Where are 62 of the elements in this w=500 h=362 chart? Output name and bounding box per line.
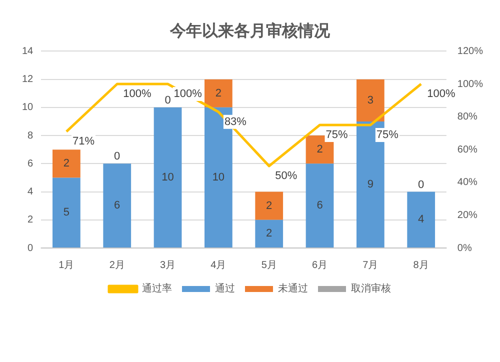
x-tick-label: 2月 bbox=[109, 260, 125, 271]
data-label: 9 bbox=[367, 178, 374, 191]
legend-label: 取消审核 bbox=[351, 282, 391, 295]
bar bbox=[255, 192, 284, 220]
data-label: 6 bbox=[316, 200, 323, 212]
data-label: 83% bbox=[224, 116, 247, 128]
legend-label: 未通过 bbox=[278, 282, 308, 295]
data-label: 2 bbox=[266, 200, 272, 212]
bar bbox=[255, 220, 284, 248]
data-label: 3 bbox=[367, 94, 374, 106]
y-tick-label: 8 bbox=[28, 130, 34, 142]
x-tick-label: 8月 bbox=[413, 260, 429, 271]
bar bbox=[407, 192, 436, 248]
y2-tick-label: 20% bbox=[457, 210, 478, 221]
data-label: 2 bbox=[266, 228, 272, 240]
data-label: 0 bbox=[114, 150, 120, 163]
data-label: 5 bbox=[63, 206, 70, 219]
y-tick-label: 14 bbox=[22, 46, 34, 57]
legend-label: 通过 bbox=[215, 282, 235, 295]
y-tick-label: 4 bbox=[28, 186, 34, 198]
x-tick-label: 5月 bbox=[261, 260, 277, 271]
data-label: 10 bbox=[212, 171, 225, 184]
y-tick-label: 0 bbox=[28, 242, 34, 254]
y2-tick-label: 0% bbox=[457, 242, 472, 254]
y2-tick-label: 120% bbox=[457, 46, 484, 57]
bar bbox=[52, 178, 80, 248]
data-label: 6 bbox=[114, 200, 120, 212]
data-label: 2 bbox=[63, 158, 70, 170]
data-label: 100% bbox=[123, 88, 152, 100]
bar bbox=[356, 79, 384, 122]
y2-tick-label: 60% bbox=[457, 144, 478, 156]
data-label: 0 bbox=[418, 178, 424, 191]
data-label: 75% bbox=[376, 129, 399, 142]
data-label: 100% bbox=[427, 88, 456, 100]
chart-title: 今年以来各月审核情况 bbox=[169, 20, 331, 40]
x-tick-label: 6月 bbox=[312, 260, 328, 271]
bar bbox=[103, 164, 132, 248]
x-tick-label: 7月 bbox=[362, 260, 378, 271]
data-label: 10 bbox=[162, 171, 174, 184]
data-label: 75% bbox=[326, 129, 348, 142]
x-tick-label: 3月 bbox=[160, 260, 176, 271]
y2-tick-label: 100% bbox=[457, 78, 484, 90]
data-label: 4 bbox=[418, 214, 424, 226]
data-label: 2 bbox=[316, 144, 323, 156]
x-tick-label: 1月 bbox=[58, 260, 74, 271]
data-label: 50% bbox=[275, 170, 298, 182]
bar bbox=[52, 150, 80, 178]
y2-tick-label: 80% bbox=[457, 112, 478, 123]
bar bbox=[306, 164, 334, 248]
y-tick-label: 12 bbox=[22, 74, 34, 86]
x-tick-label: 4月 bbox=[210, 260, 226, 271]
bar bbox=[154, 107, 182, 248]
data-label: 71% bbox=[72, 136, 95, 148]
y-tick-label: 6 bbox=[28, 158, 34, 170]
y2-tick-label: 40% bbox=[457, 177, 478, 188]
legend-label: 通过率 bbox=[142, 282, 172, 295]
data-label: 0 bbox=[164, 94, 171, 106]
y-tick-label: 10 bbox=[22, 102, 34, 114]
data-label: 100% bbox=[174, 88, 202, 100]
y-tick-label: 2 bbox=[28, 214, 34, 226]
bar bbox=[204, 79, 232, 108]
data-label: 2 bbox=[215, 87, 222, 100]
